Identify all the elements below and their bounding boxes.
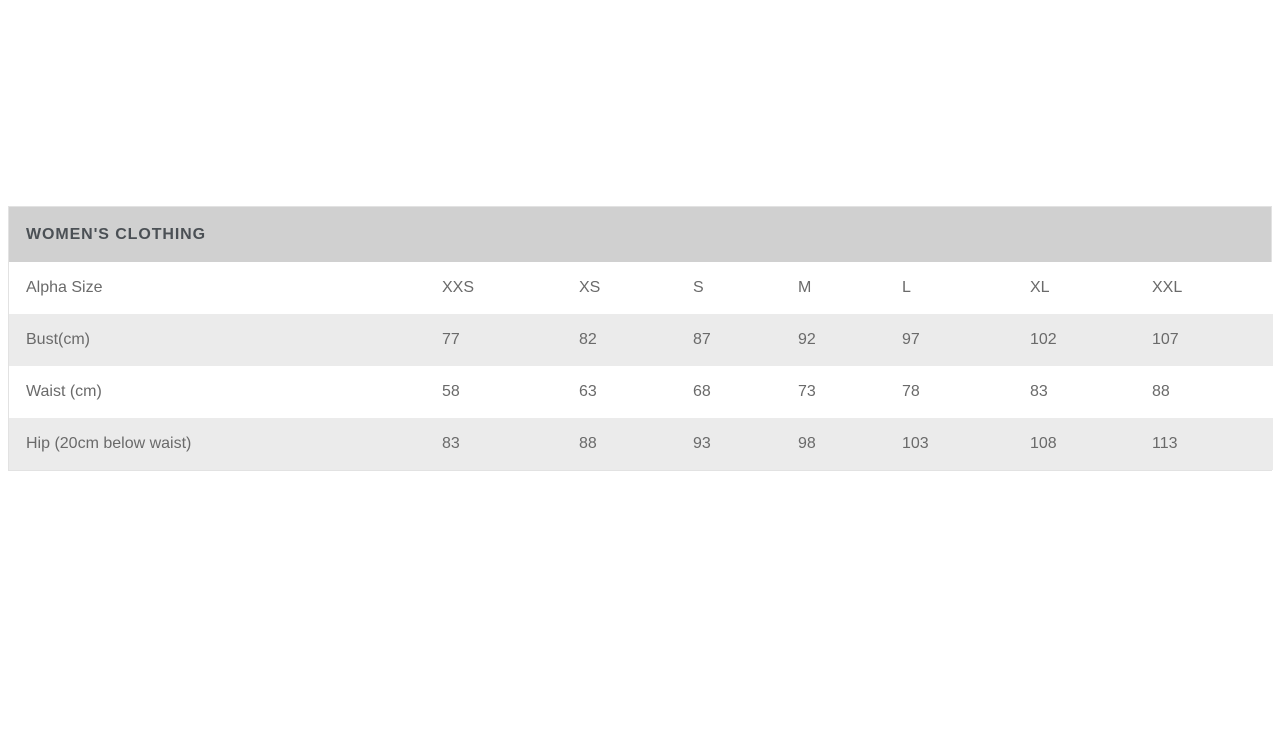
measurement-label-cell: Hip (20cm below waist): [26, 435, 192, 452]
size-column-header-cell: XXS: [442, 279, 475, 296]
measurement-value-cell: 83: [442, 435, 460, 452]
measurement-value-cell: 98: [798, 435, 816, 452]
table-title-bar: WOMEN'S CLOTHING: [9, 207, 1271, 262]
measurement-row: Hip (20cm below waist) 83 88 93 98 103 108 113: [9, 418, 1273, 470]
measurement-value-cell: 88: [579, 435, 597, 452]
size-column-header-cell: L: [902, 279, 911, 296]
size-table-body: Alpha Size XXS XS S M L XL XXL Bust(cm) 77 82 87 92 9…: [9, 262, 1273, 470]
measurement-row: Bust(cm) 77 82 87 92 97 102 107: [9, 314, 1273, 366]
measurement-value-cell: 83: [1030, 383, 1048, 400]
alpha-size-label-cell: Alpha Size: [26, 279, 103, 296]
measurement-value-cell: 102: [1030, 331, 1057, 348]
measurement-value-cell: 93: [693, 435, 711, 452]
size-grid: Alpha Size XXS XS S M L XL XXL Bust(cm) 77 82 87 92 9…: [9, 262, 1273, 470]
measurement-value-cell: 82: [579, 331, 597, 348]
measurement-value-cell: 87: [693, 331, 711, 348]
measurement-value-cell: 113: [1152, 435, 1178, 452]
measurement-value-cell: 58: [442, 383, 460, 400]
measurement-value-cell: 63: [579, 383, 597, 400]
size-chart-table: WOMEN'S CLOTHING Alpha Size XXS XS S M L XL XXL…: [8, 206, 1273, 471]
measurement-label-cell: Waist (cm): [26, 383, 102, 400]
measurement-value-cell: 68: [693, 383, 711, 400]
size-column-header-cell: XS: [579, 279, 601, 296]
measurement-label-cell: Bust(cm): [26, 331, 90, 348]
measurement-value-cell: 103: [902, 435, 929, 452]
alpha-size-header-row: Alpha Size XXS XS S M L XL XXL: [9, 262, 1273, 314]
measurement-value-cell: 107: [1152, 331, 1179, 348]
measurement-value-cell: 78: [902, 383, 920, 400]
size-column-header-cell: XL: [1030, 279, 1050, 296]
measurement-value-cell: 73: [798, 383, 816, 400]
measurement-value-cell: 108: [1030, 435, 1057, 452]
table-title: WOMEN'S CLOTHING: [26, 225, 206, 243]
measurement-value-cell: 88: [1152, 383, 1170, 400]
size-column-header-cell: XXL: [1152, 279, 1183, 296]
measurement-value-cell: 92: [798, 331, 816, 348]
size-column-header-cell: S: [693, 279, 704, 296]
measurement-value-cell: 77: [442, 331, 460, 348]
measurement-value-cell: 97: [902, 331, 920, 348]
size-column-header-cell: M: [798, 279, 812, 296]
measurement-row: Waist (cm) 58 63 68 73 78 83 88: [9, 366, 1273, 418]
